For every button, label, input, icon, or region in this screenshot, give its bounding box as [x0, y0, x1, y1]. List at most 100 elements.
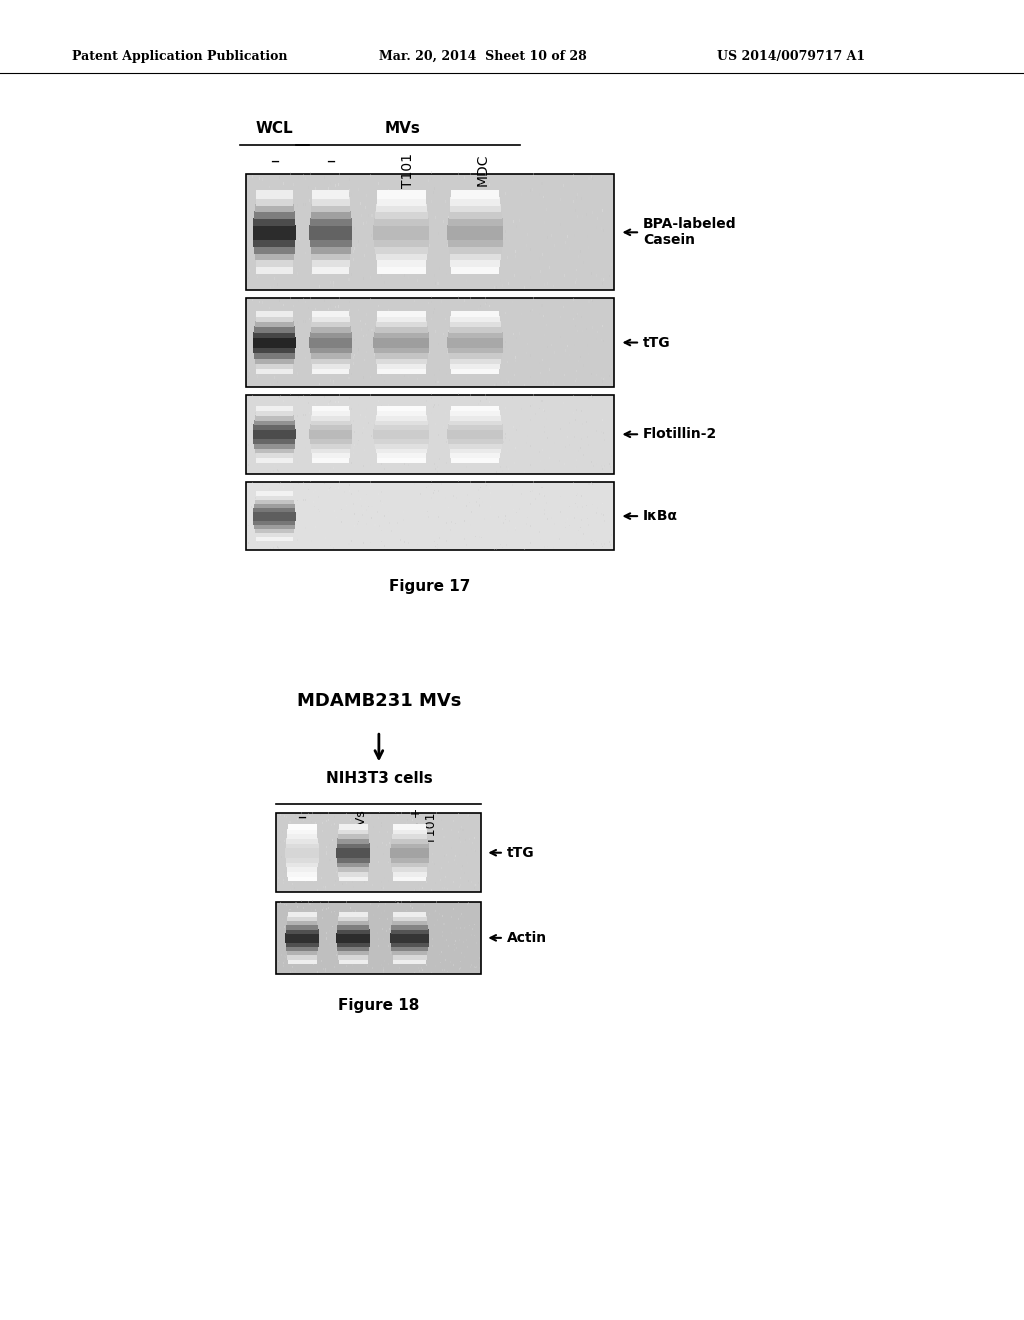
Bar — [577, 330, 578, 331]
Bar — [290, 480, 291, 482]
Bar — [364, 932, 365, 935]
Bar — [379, 354, 380, 356]
Bar — [351, 408, 352, 409]
Bar — [609, 541, 610, 543]
Bar — [375, 247, 376, 249]
Bar — [374, 434, 429, 440]
Bar — [508, 545, 509, 548]
Bar — [289, 935, 290, 937]
Bar — [600, 465, 601, 467]
Bar — [393, 945, 394, 946]
Bar — [567, 345, 568, 347]
Bar — [572, 201, 573, 203]
Bar — [503, 242, 504, 244]
Bar — [420, 855, 421, 858]
Bar — [354, 445, 355, 446]
Text: –: – — [270, 152, 279, 170]
Bar — [573, 234, 574, 238]
Bar — [441, 177, 442, 180]
Bar — [312, 964, 313, 965]
Bar — [602, 545, 603, 548]
Bar — [545, 197, 546, 199]
Bar — [286, 857, 318, 862]
Bar — [466, 280, 467, 282]
Bar — [413, 825, 414, 828]
Bar — [428, 302, 429, 305]
Bar — [321, 960, 322, 962]
Bar — [596, 463, 597, 465]
Bar — [324, 483, 325, 484]
Bar — [286, 954, 287, 956]
Bar — [397, 521, 398, 524]
Bar — [312, 310, 313, 313]
Bar — [464, 841, 465, 843]
Bar — [337, 838, 370, 843]
Bar — [305, 903, 306, 904]
Bar — [479, 957, 480, 958]
Bar — [290, 507, 291, 508]
Bar — [437, 378, 438, 380]
Bar — [426, 933, 427, 935]
Bar — [336, 434, 337, 437]
Bar — [469, 323, 470, 326]
Bar — [420, 408, 421, 411]
Bar — [338, 945, 339, 948]
Bar — [281, 174, 282, 178]
Bar — [352, 527, 353, 528]
Bar — [470, 246, 471, 249]
Bar — [340, 927, 341, 928]
Bar — [485, 297, 486, 300]
Bar — [397, 878, 398, 880]
Bar — [544, 495, 545, 496]
Bar — [333, 284, 334, 288]
Bar — [351, 952, 352, 954]
Bar — [392, 871, 427, 876]
Bar — [596, 541, 597, 543]
Bar — [338, 305, 339, 308]
Bar — [374, 331, 429, 338]
Bar — [308, 318, 309, 319]
Bar — [452, 916, 453, 919]
Bar — [310, 393, 311, 395]
Bar — [335, 515, 336, 516]
Bar — [512, 301, 513, 304]
Bar — [514, 356, 515, 359]
Bar — [372, 422, 373, 424]
Bar — [434, 380, 435, 383]
Bar — [334, 904, 335, 906]
Bar — [531, 490, 532, 491]
Bar — [449, 330, 450, 333]
Bar — [521, 494, 522, 495]
Bar — [381, 190, 382, 193]
Bar — [469, 924, 470, 927]
Bar — [314, 527, 315, 528]
Bar — [335, 964, 336, 965]
Bar — [362, 428, 364, 429]
Bar — [451, 453, 500, 458]
Bar — [470, 444, 471, 446]
Bar — [479, 457, 480, 459]
Bar — [378, 846, 379, 849]
Bar — [253, 512, 296, 516]
Bar — [378, 932, 379, 933]
Bar — [553, 383, 554, 384]
Bar — [443, 333, 444, 335]
Bar — [575, 459, 577, 461]
Bar — [249, 537, 250, 540]
Bar — [352, 924, 353, 925]
Bar — [343, 913, 344, 916]
Bar — [278, 546, 279, 548]
Bar — [262, 397, 263, 400]
Bar — [357, 869, 358, 871]
Bar — [305, 814, 306, 816]
Bar — [334, 223, 335, 226]
Bar — [447, 425, 503, 430]
Bar — [360, 498, 361, 500]
Bar — [281, 482, 282, 484]
Bar — [575, 370, 577, 372]
Bar — [479, 368, 480, 370]
Bar — [420, 194, 421, 197]
Bar — [447, 232, 503, 240]
Bar — [389, 842, 390, 843]
Bar — [339, 297, 340, 300]
